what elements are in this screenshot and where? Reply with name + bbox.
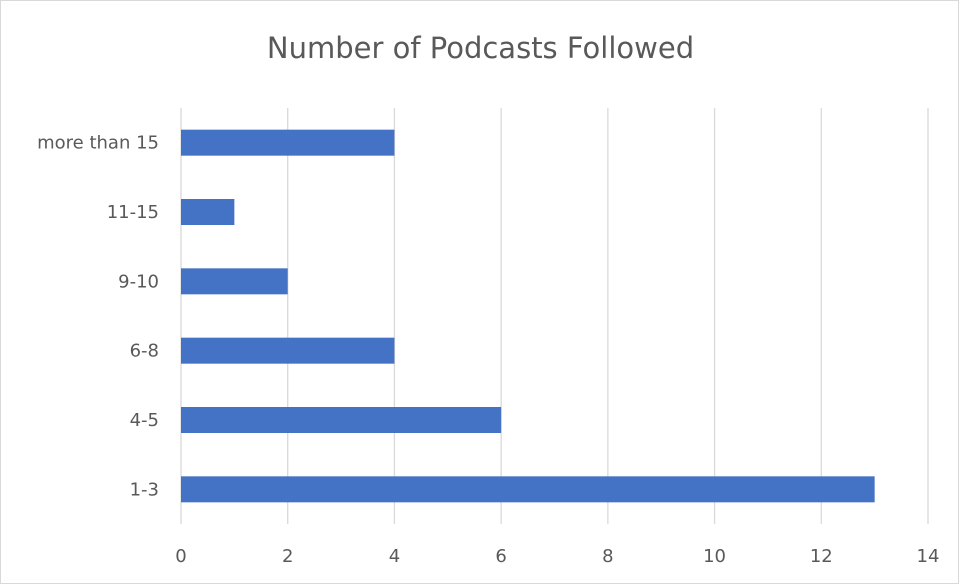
bar — [181, 199, 235, 225]
chart-title: Number of Podcasts Followed — [266, 31, 695, 65]
x-tick-label: 8 — [602, 546, 613, 567]
y-tick-label: 9-10 — [118, 271, 159, 292]
x-tick-label: 6 — [495, 546, 506, 567]
x-tick-label: 14 — [917, 546, 940, 567]
bar — [181, 337, 395, 364]
y-tick-label: 11-15 — [107, 202, 159, 223]
bar — [181, 407, 502, 433]
x-tick-label: 12 — [810, 546, 833, 567]
x-tick-label: 2 — [282, 546, 293, 567]
y-tick-label: 4-5 — [130, 410, 159, 431]
y-tick-label: 1-3 — [130, 479, 159, 500]
y-tick-label: 6-8 — [130, 341, 159, 362]
x-tick-label: 0 — [175, 546, 186, 567]
x-tick-label: 4 — [389, 546, 400, 567]
bar — [181, 129, 395, 156]
x-tick-label: 10 — [703, 546, 726, 567]
bar — [181, 476, 875, 503]
y-tick-label: more than 15 — [37, 133, 159, 154]
bar — [181, 268, 288, 295]
